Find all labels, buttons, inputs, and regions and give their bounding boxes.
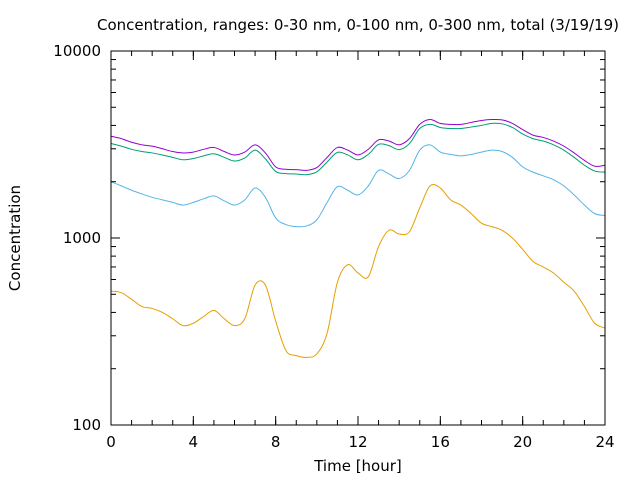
series-line-1: [110, 183, 606, 358]
x-tick-label: 16: [431, 433, 450, 451]
y-tick-label: 10000: [53, 42, 101, 60]
x-tick-label: 24: [595, 433, 614, 451]
series-line-2: [110, 144, 606, 228]
x-tick-label: 0: [106, 433, 116, 451]
plot-frame: [110, 50, 606, 426]
x-tick-label: 4: [189, 433, 199, 451]
x-tick-label: 12: [348, 433, 367, 451]
y-tick-label: 100: [72, 416, 101, 434]
plot-area: [110, 118, 606, 358]
series-line-4: [110, 118, 606, 171]
series-line-3: [110, 122, 606, 176]
x-tick-label: 8: [271, 433, 281, 451]
y-axis: 100 1000 10000: [53, 42, 605, 434]
x-axis-label: Time [hour]: [313, 457, 402, 475]
y-tick-label: 1000: [63, 229, 101, 247]
chart-title: Concentration, ranges: 0-30 nm, 0-100 nm…: [97, 16, 619, 34]
y-axis-label: Concentration: [6, 185, 24, 291]
x-axis: 0 4 8 12 16 20 24: [106, 51, 615, 451]
x-tick-label: 20: [513, 433, 532, 451]
